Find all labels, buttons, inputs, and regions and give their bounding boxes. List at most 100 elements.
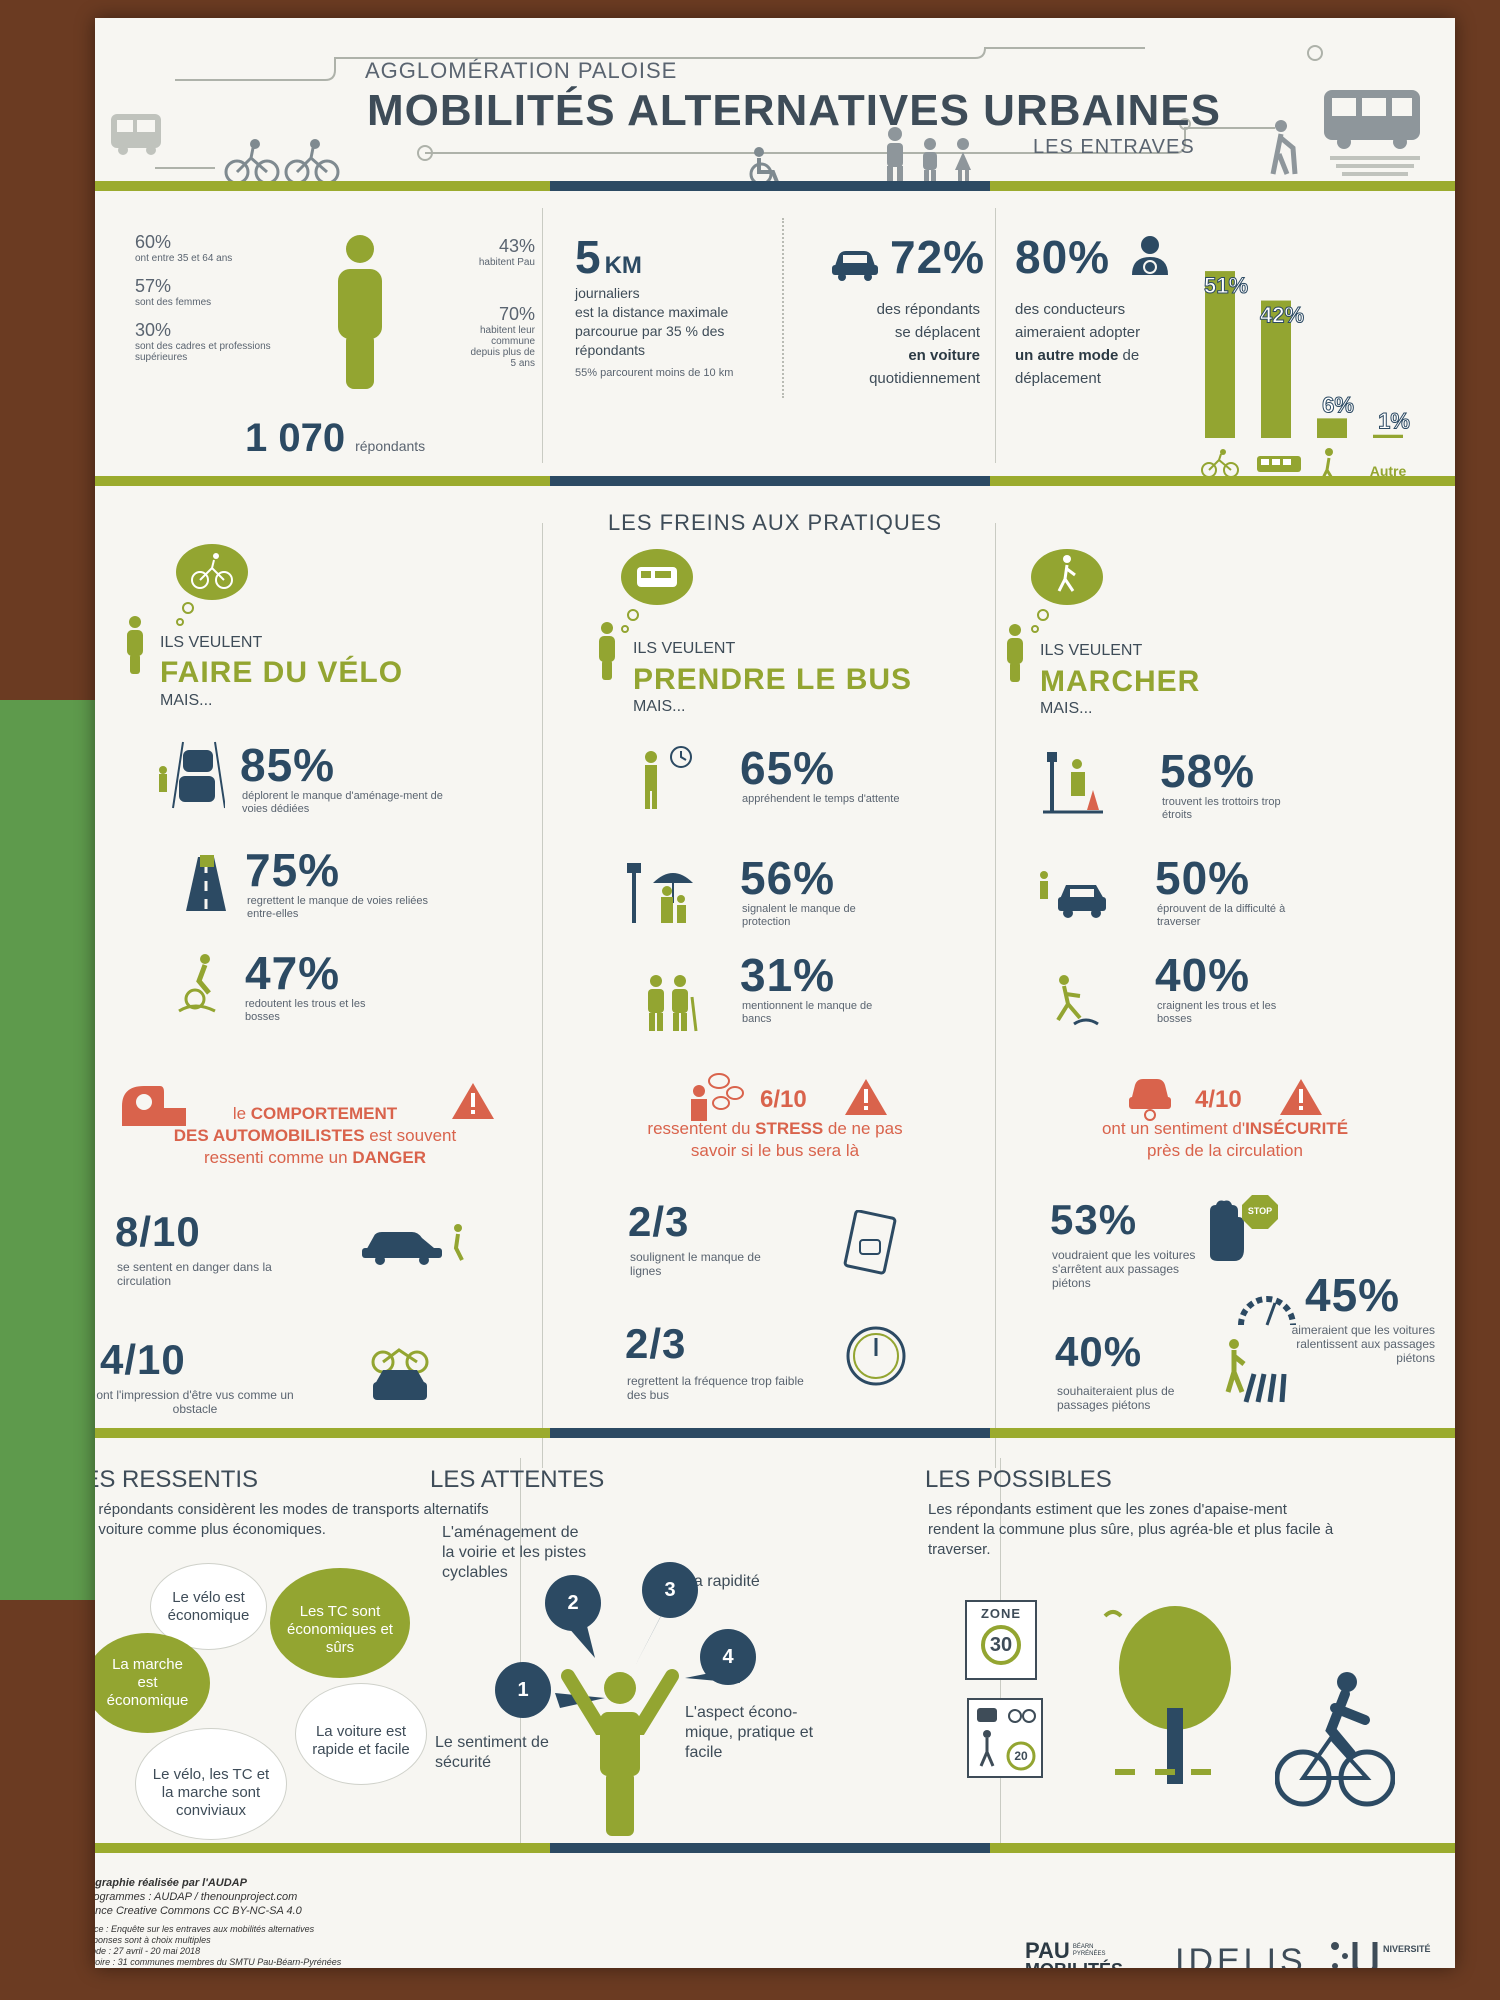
velo-alert-a: le	[232, 1104, 251, 1123]
family-pedestrians-icon	[875, 126, 985, 186]
thought-bubble-bike-icon	[170, 538, 250, 628]
velo-alert-d: est souvent	[364, 1126, 457, 1145]
bar-label-3: 1%	[1378, 409, 1410, 434]
car-line4: quotidiennement	[869, 370, 980, 387]
drivers-line3: un autre mode	[1015, 347, 1119, 364]
bump-cyclist-icon	[175, 953, 225, 1013]
cyclist-icon	[1275, 1668, 1395, 1818]
marche-alert-b: INSÉCURITÉ	[1245, 1119, 1349, 1138]
stat-women-pct: 57%	[135, 276, 172, 296]
marche-alert: ont un sentiment d'INSÉCURITÉ près de la…	[1035, 1118, 1415, 1162]
footer-credit: Infographie réalisée par l'AUDAP	[95, 1877, 247, 1889]
bus-text3: mentionnent le manque de bancs	[742, 1000, 873, 1025]
bus-icon	[1320, 86, 1430, 176]
bubble-voiture-rapide: La voiture est rapide et facile	[295, 1683, 427, 1785]
bar-v-lo	[1205, 271, 1235, 438]
mode-share-bar-chart: 51% 42% 6% 1% Autre	[1201, 271, 1410, 481]
waiting-person-clock-icon	[635, 743, 695, 813]
bar-label-0: 51%	[1204, 273, 1248, 298]
column-divider	[520, 1458, 521, 1853]
ressentis-intro: Les répondants considèrent les modes de …	[95, 1501, 489, 1538]
footer-source2: et réponses sont à choix multiples	[95, 1935, 211, 1945]
distance-stat: 5 KM journaliers est la distance maximal…	[575, 230, 775, 380]
other-category-label: Autre	[1370, 463, 1407, 479]
header-subtitle: AGGLOMÉRATION PALOISE	[365, 58, 678, 83]
bus-alert-d: savoir si le bus sera là	[690, 1141, 860, 1160]
marche-pct3: 40%	[1155, 949, 1251, 1001]
velo-fact2: 4/10	[100, 1336, 186, 1383]
tree-icon	[1095, 1598, 1245, 1798]
car-and-cyclist-icon	[360, 1218, 470, 1268]
warning-icon	[843, 1076, 889, 1118]
ressentis-title: LES RESSENTIS	[95, 1466, 259, 1493]
bar-autre	[1373, 434, 1403, 438]
drivers-line4: déplacement	[1015, 370, 1101, 387]
distance-unit: KM	[604, 252, 642, 279]
logo-idelis: IDELIS	[1175, 1942, 1307, 1968]
marche-fact2-text: aimeraient que les voitures ralentissent…	[1291, 1323, 1435, 1365]
driver-icon	[1130, 233, 1170, 278]
attente-2-text: L'aménagement de la voirie et les pistes…	[442, 1524, 587, 1581]
velo-want: ILS VEULENT	[160, 634, 263, 651]
footer-source3: Période : 27 avril - 20 mai 2018	[95, 1946, 201, 1956]
bike-category-icon	[1201, 449, 1239, 478]
marche-fact1: 53%	[1050, 1196, 1138, 1243]
marche-pct2: 50%	[1155, 852, 1251, 904]
zone-speed: 30	[981, 1625, 1021, 1665]
elderly-walker-icon	[1265, 118, 1305, 178]
crosswalk-pedestrian-icon	[1220, 1336, 1290, 1406]
attente-4-text: L'aspect écono-mique, pratique et facile	[685, 1704, 814, 1761]
column-divider	[995, 208, 996, 463]
logo-pau-region: BÉARN PYRÉNÉES	[1072, 1944, 1106, 1957]
marche-fact3: 40%	[1055, 1328, 1143, 1375]
dotted-divider	[782, 218, 784, 398]
velo-text2: regrettent le manque de voies reliées en…	[247, 895, 428, 920]
bubble-marche-text: La marche est économique	[106, 1656, 189, 1709]
stat-resident-pct: 70%	[498, 304, 535, 324]
column-divider	[542, 523, 543, 1468]
car-pct: 72%	[890, 231, 986, 283]
distance-line3: parcourue par 35 % des	[575, 323, 725, 339]
angry-driver-icon	[120, 1080, 190, 1130]
velo-but: MAIS...	[160, 692, 213, 709]
attente-4-badge: 4	[700, 1629, 756, 1685]
marche-fact2: 45%	[1305, 1269, 1401, 1321]
footer-credits: Infographie réalisée par l'AUDAP Pictogr…	[95, 1876, 455, 1968]
bus-category-icon	[1257, 456, 1301, 472]
stat-age-pct: 60%	[135, 232, 172, 252]
possibles-title: LES POSSIBLES	[925, 1466, 1112, 1493]
section-band	[990, 1428, 1455, 1438]
respondents-number: 1 070	[245, 416, 346, 460]
velo-alert-f: DANGER	[352, 1148, 426, 1167]
page-title: MOBILITÉS ALTERNATIVES URBAINES	[367, 86, 1221, 135]
velo-what: FAIRE DU VÉLO	[160, 656, 404, 689]
marche-alert-num: 4/10	[1195, 1086, 1242, 1113]
cheering-person-icon	[560, 1668, 680, 1838]
velo-fact2-text: ont l'impression d'être vus comme un obs…	[96, 1388, 294, 1416]
freins-title: LES FREINS AUX PRATIQUES	[607, 510, 943, 535]
attente-2-badge: 2	[545, 1575, 601, 1631]
person-small-icon	[1003, 624, 1027, 684]
stop-hand-icon: STOP	[1200, 1193, 1280, 1263]
bus-fact1: 2/3	[628, 1198, 690, 1245]
thought-bubble-walk-icon	[1025, 543, 1105, 638]
marche-text1: trouvent les trottoirs trop étroits	[1162, 796, 1281, 821]
section-band	[95, 476, 550, 486]
attentes-title: LES ATTENTES	[430, 1466, 605, 1493]
bus-want: ILS VEULENT	[633, 640, 736, 657]
footer-picto: Pictogrammes : AUDAP / thenounproject.co…	[95, 1891, 298, 1903]
marche-what: MARCHER	[1040, 665, 1201, 698]
bus-alert-a: ressentent du	[647, 1119, 756, 1138]
marche-text2: éprouvent de la difficulté à traverser	[1157, 903, 1286, 928]
bus-text1: appréhendent le temps d'attente	[742, 793, 900, 805]
zone-30-sign: ZONE 30	[965, 1600, 1037, 1680]
velo-fact1: 8/10	[115, 1208, 201, 1255]
stat-resident-label: habitent leur commune depuis plus de 5 a…	[470, 325, 536, 369]
bubble-marche-economique: La marche est économique	[95, 1633, 210, 1733]
logo-mobilites-text: MOBILITÉS	[1025, 1960, 1123, 1968]
drivers-line2: aimeraient adopter	[1015, 324, 1141, 341]
bus-pct3: 31%	[740, 949, 836, 1001]
section-band	[550, 476, 990, 486]
bus-what: PRENDRE LE BUS	[633, 663, 913, 696]
bar-marche	[1317, 418, 1347, 438]
